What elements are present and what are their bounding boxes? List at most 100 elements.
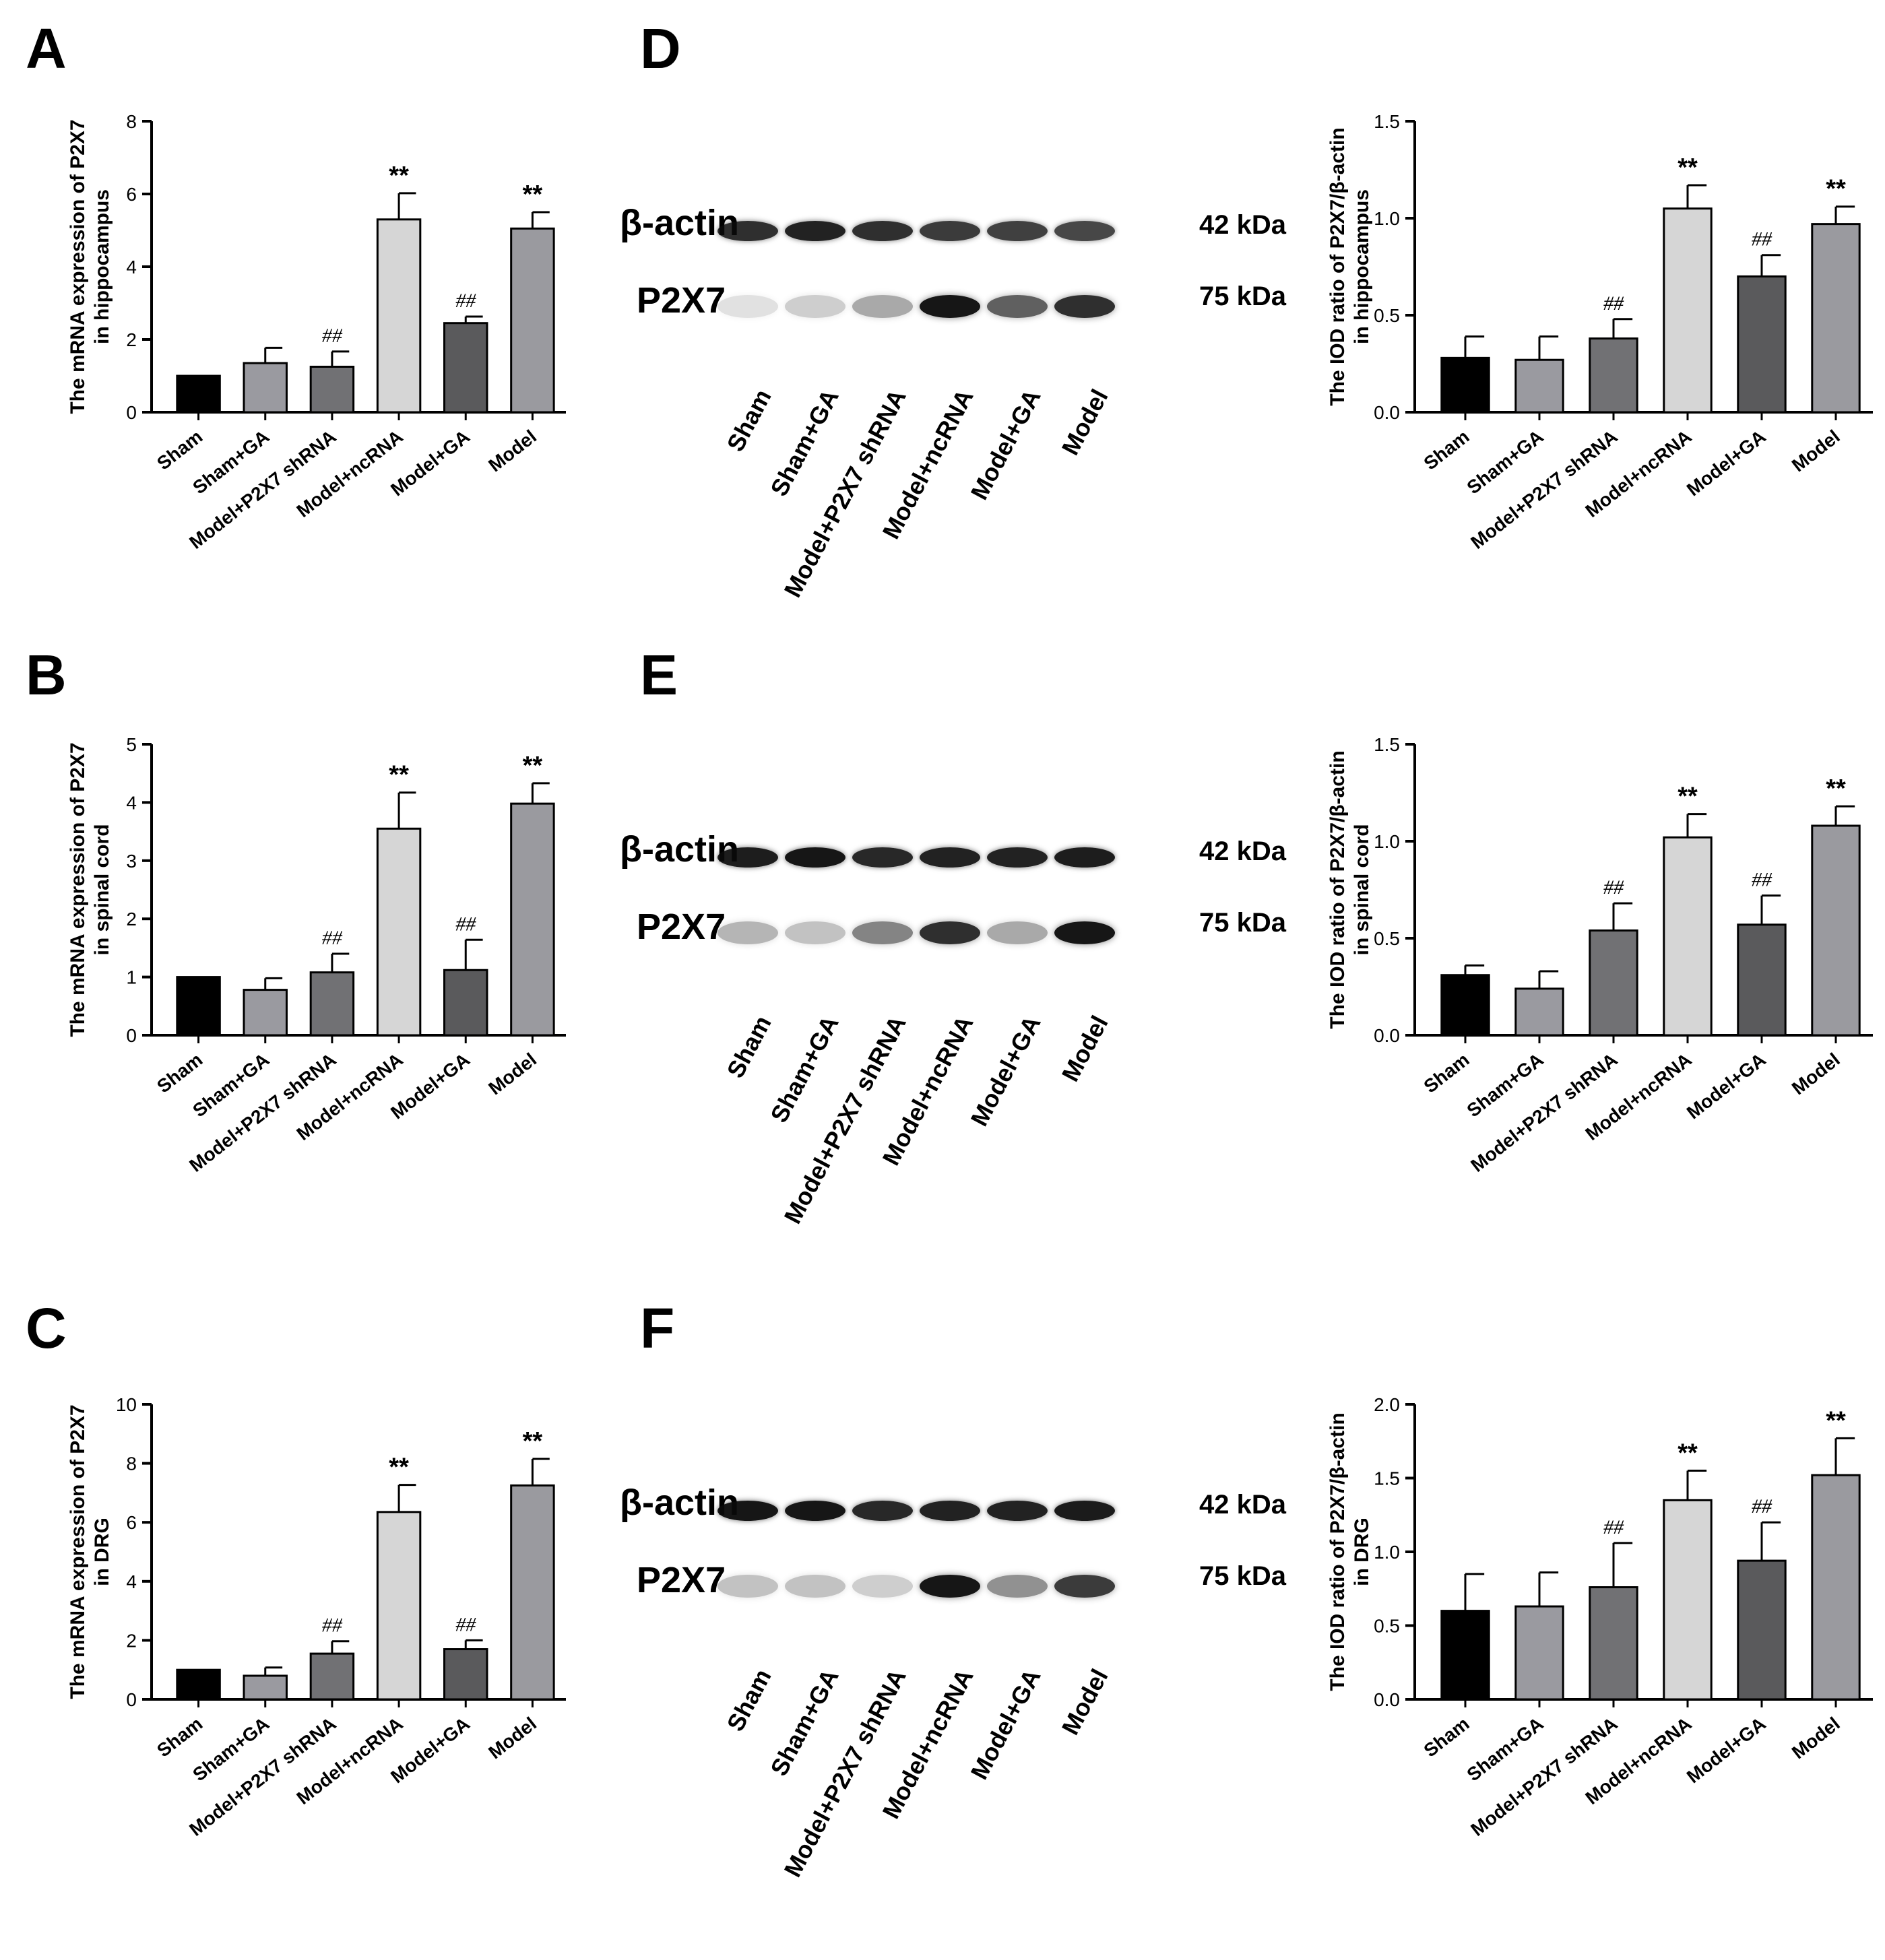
lane-label: Model+GA xyxy=(965,1011,1046,1131)
hash-marker: ## xyxy=(455,913,476,935)
x-tick-label: Model+P2X7 shRNA xyxy=(185,1713,340,1840)
western-blot-e: β-actin P2X7 42 kDa 75 kDa Sham Sham+GA Model+… xyxy=(606,795,1286,1307)
actin-band xyxy=(920,1501,980,1521)
bar xyxy=(309,971,355,1037)
x-tick-label: Model+GA xyxy=(1683,1049,1770,1123)
hash-marker: ## xyxy=(1603,292,1624,315)
significance-marker: ** xyxy=(389,761,409,789)
p2x7-band xyxy=(785,295,845,318)
bar xyxy=(1663,207,1713,414)
p2x7-kda-label: 75 kDa xyxy=(1199,282,1286,311)
panel-letter-e: E xyxy=(640,643,678,707)
y-tick-label: 1.0 xyxy=(1374,1542,1400,1563)
y-axis-label-line2: in DRG xyxy=(1351,1517,1373,1586)
hash-marker: ## xyxy=(455,290,476,312)
actin-kda-label: 42 kDa xyxy=(1199,837,1286,866)
p2x7-band xyxy=(987,921,1048,944)
x-tick-label: Model xyxy=(484,426,540,476)
x-tick-label: Model+GA xyxy=(387,426,474,500)
actin-band xyxy=(785,1501,845,1521)
bar xyxy=(1589,1586,1638,1701)
y-tick-label: 2 xyxy=(126,1630,137,1651)
y-tick-label: 0.0 xyxy=(1374,1025,1400,1046)
bar xyxy=(1589,929,1638,1037)
p2x7-band xyxy=(1054,295,1115,318)
y-axis-label: The IOD ratio of P2X7/β-actin xyxy=(1327,127,1349,405)
bar xyxy=(1514,1605,1564,1701)
lane-label: Model xyxy=(1056,1664,1114,1740)
p2x7-band xyxy=(852,295,913,318)
hash-marker: ## xyxy=(455,1613,476,1635)
y-tick-label: 1.0 xyxy=(1374,208,1400,229)
bar xyxy=(510,227,555,414)
p2x7-band xyxy=(920,295,980,318)
x-tick-label: Model+GA xyxy=(1683,426,1770,500)
x-tick-label: Model+P2X7 shRNA xyxy=(185,1049,340,1176)
bar xyxy=(1589,337,1638,414)
actin-band xyxy=(785,847,845,868)
x-tick-label: Sham xyxy=(153,1713,206,1761)
significance-marker: ** xyxy=(1826,775,1846,803)
x-tick-label: Model xyxy=(1788,1713,1844,1763)
hash-marker: ## xyxy=(1603,876,1624,899)
actin-row-label: β-actin xyxy=(620,829,739,870)
p2x7-band xyxy=(785,1575,845,1598)
actin-band xyxy=(987,1501,1048,1521)
y-tick-label: 6 xyxy=(126,184,137,205)
actin-band xyxy=(852,221,913,241)
actin-band xyxy=(852,1501,913,1521)
lane-label: Sham+GA xyxy=(765,1664,844,1781)
y-tick-label: 1.5 xyxy=(1374,111,1400,132)
actin-row-label: β-actin xyxy=(620,1482,739,1523)
hash-marker: ## xyxy=(1752,228,1772,251)
x-tick-label: Sham+GA xyxy=(1463,1713,1547,1785)
lane-label: Sham+GA xyxy=(765,385,844,501)
lane-label: Model+GA xyxy=(965,385,1046,504)
bar xyxy=(443,969,488,1037)
y-tick-label: 2.0 xyxy=(1374,1394,1400,1415)
actin-band xyxy=(852,847,913,868)
y-tick-label: 4 xyxy=(126,1571,137,1592)
lane-label: Sham xyxy=(721,1664,777,1736)
actin-band xyxy=(717,1501,778,1521)
x-tick-label: Model+ncRNA xyxy=(293,1049,407,1144)
y-tick-label: 0 xyxy=(126,402,137,423)
y-tick-label: 0 xyxy=(126,1689,137,1710)
bar xyxy=(1440,356,1490,414)
bar xyxy=(243,362,288,414)
bar xyxy=(243,1674,288,1701)
hash-marker: ## xyxy=(322,927,343,949)
y-tick-label: 2 xyxy=(126,329,137,350)
y-tick-label: 8 xyxy=(126,111,137,132)
bar xyxy=(510,802,555,1037)
x-tick-label: Model+P2X7 shRNA xyxy=(1467,426,1621,553)
bar xyxy=(309,366,355,414)
bar xyxy=(176,1668,221,1701)
actin-band xyxy=(717,221,778,241)
lane-label: Model xyxy=(1056,385,1114,460)
significance-marker: ** xyxy=(1826,1406,1846,1435)
y-tick-label: 10 xyxy=(116,1394,137,1415)
bar xyxy=(176,976,221,1037)
actin-band xyxy=(987,847,1048,868)
p2x7-band xyxy=(852,921,913,944)
x-tick-label: Sham xyxy=(1420,1713,1473,1761)
y-tick-label: 8 xyxy=(126,1453,137,1474)
lane-label: Sham xyxy=(721,1011,777,1082)
significance-marker: ** xyxy=(1678,783,1698,811)
bar xyxy=(1737,275,1787,414)
western-blot-d: β-actin P2X7 42 kDa 75 kDa Sham Sham+GA Model+… xyxy=(606,168,1286,680)
lane-label: Model+GA xyxy=(965,1664,1046,1784)
bar xyxy=(1440,1610,1490,1701)
y-axis-label-line2: in hippocampus xyxy=(1351,189,1373,344)
bar xyxy=(510,1484,555,1701)
actin-band xyxy=(717,847,778,868)
hash-marker: ## xyxy=(1752,1495,1772,1517)
x-tick-label: Model+P2X7 shRNA xyxy=(185,426,340,553)
x-tick-label: Sham+GA xyxy=(189,426,273,498)
y-tick-label: 6 xyxy=(126,1512,137,1533)
x-tick-label: Model xyxy=(1788,426,1844,476)
significance-marker: ** xyxy=(1826,175,1846,203)
x-tick-label: Sham xyxy=(1420,1049,1473,1097)
significance-marker: ** xyxy=(523,752,543,780)
